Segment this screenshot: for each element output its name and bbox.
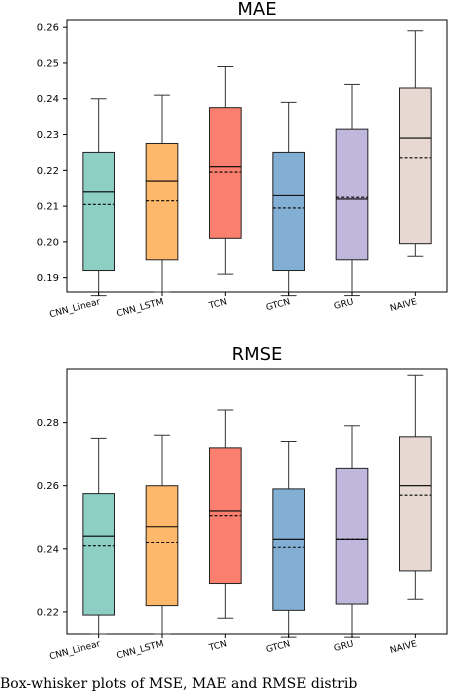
rmse-panel: RMSE 0.22 0.24 0.26 0.28 CNN_Linear CNN_LSTM TC… <box>37 344 448 662</box>
x-tick-label: CNN_LSTM <box>116 297 165 319</box>
box-body <box>209 107 242 239</box>
box-gru <box>335 83 369 297</box>
y-tick-label: 0.20 <box>37 237 59 248</box>
box-cnn-lstm <box>145 94 179 293</box>
box-gtcn <box>272 441 306 638</box>
x-tick-label: GTCN <box>265 639 291 655</box>
box-naive <box>399 30 432 257</box>
box-body <box>399 436 432 572</box>
box-cnn-lstm <box>145 434 179 635</box>
plot-frame <box>66 368 448 635</box>
y-tick-label: 0.26 <box>37 481 59 492</box>
chart-title: RMSE <box>232 344 283 365</box>
box-cnn-linear <box>82 437 116 635</box>
y-tick-label: 0.25 <box>37 58 59 69</box>
figure-caption: Box-whisker plots of MSE, MAE and RMSE d… <box>0 676 458 698</box>
box-tcn <box>209 409 242 619</box>
box-body <box>335 128 369 261</box>
x-tick-label: TCN <box>207 639 228 654</box>
box-gru <box>335 425 369 638</box>
box-body <box>335 467 369 605</box>
caption-text: Box-whisker plots of MSE, MAE and RMSE d… <box>0 676 358 692</box>
x-tick-label: GRU <box>333 639 355 654</box>
x-tick-label: CNN_Linear <box>48 639 101 662</box>
box-body <box>145 142 179 261</box>
y-tick-label: 0.21 <box>37 202 59 213</box>
y-tick-label: 0.24 <box>37 544 59 555</box>
box-body <box>399 87 432 245</box>
x-tick-label: NAIVE <box>389 639 418 656</box>
box-naive <box>399 374 432 600</box>
x-tick-label: GRU <box>333 297 355 312</box>
box-body <box>272 151 306 272</box>
x-tick-label: TCN <box>207 297 228 312</box>
x-tick-label: NAIVE <box>389 297 418 314</box>
chart-title: MAE <box>237 0 276 20</box>
box-cnn-linear <box>82 98 116 297</box>
y-tick-label: 0.26 <box>37 23 59 34</box>
x-tick-label: CNN_LSTM <box>116 639 165 661</box>
box-gtcn <box>272 101 306 297</box>
plot-frame <box>66 19 448 293</box>
box-body <box>82 493 116 616</box>
box-body <box>145 485 179 607</box>
y-tick-label: 0.22 <box>37 607 59 618</box>
y-tick-label: 0.23 <box>37 130 59 141</box>
mae-panel: MAE 0.19 0.20 0.21 0.22 0.23 0.24 0.25 0.26 CNN_L… <box>37 0 448 320</box>
y-tick-label: 0.24 <box>37 94 59 105</box>
box-body <box>82 151 116 272</box>
x-tick-label: CNN_Linear <box>48 297 101 320</box>
box-tcn <box>209 66 242 275</box>
y-tick-label: 0.22 <box>37 166 59 177</box>
y-tick-label: 0.19 <box>37 273 59 284</box>
x-tick-label: GTCN <box>265 297 291 313</box>
y-tick-label: 0.28 <box>37 418 59 429</box>
box-body <box>272 488 306 611</box>
